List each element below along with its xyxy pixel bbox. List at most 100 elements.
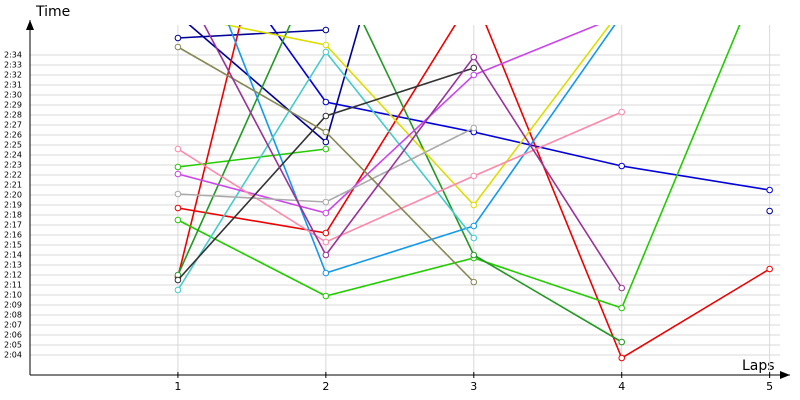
- point: [470, 124, 478, 132]
- y-tick-label: 2:29: [4, 101, 22, 110]
- point: [174, 43, 182, 51]
- point: [322, 251, 330, 259]
- y-tick-label: 2:15: [4, 241, 22, 250]
- point: [322, 41, 330, 49]
- point: [618, 338, 626, 346]
- series-line: [223, 25, 611, 207]
- point: [322, 48, 330, 56]
- point: [470, 201, 478, 209]
- y-tick-label: 2:07: [4, 321, 22, 330]
- y-tick-label: 2:05: [4, 341, 22, 350]
- y-tick-label: 2:09: [4, 301, 22, 310]
- point: [174, 286, 182, 294]
- point: [618, 304, 626, 312]
- point: [322, 128, 330, 136]
- point: [322, 145, 330, 153]
- point: [619, 6, 625, 12]
- point: [470, 172, 478, 180]
- point: [766, 265, 773, 273]
- y-tick-label: 2:08: [4, 311, 22, 320]
- point: [174, 190, 182, 198]
- point: [174, 216, 182, 224]
- y-tick-label: 2:14: [4, 251, 22, 260]
- point: [618, 162, 626, 170]
- point: [322, 229, 330, 237]
- point: [322, 238, 330, 246]
- point: [470, 53, 478, 61]
- y-tick-label: 2:32: [4, 71, 22, 80]
- x-arrow: [780, 371, 790, 379]
- point: [470, 222, 478, 230]
- point: [618, 108, 626, 116]
- y-tick-label: 2:25: [4, 141, 22, 150]
- y-tick-label: 2:21: [4, 181, 22, 190]
- y-tick-label: 2:06: [4, 331, 22, 340]
- y-axis-label: Time: [35, 4, 70, 20]
- series-line: [177, 25, 623, 343]
- point: [470, 251, 478, 259]
- point: [470, 64, 478, 72]
- y-tick-label: 2:11: [4, 281, 22, 290]
- y-tick-label: 2:22: [4, 171, 22, 180]
- grid: [30, 25, 780, 375]
- point: [322, 269, 330, 277]
- plot-area: [174, 6, 773, 362]
- series-line: [177, 111, 623, 243]
- series-line: [177, 148, 326, 168]
- y-tick-label: 2:30: [4, 91, 22, 100]
- y-tick-label: 2:24: [4, 151, 22, 160]
- point: [322, 26, 330, 34]
- point: [322, 209, 330, 217]
- y-arrow: [26, 20, 34, 30]
- point: [174, 34, 182, 42]
- series-line: [227, 25, 616, 274]
- point: [470, 71, 478, 79]
- y-tick-label: 2:19: [4, 201, 22, 210]
- point: [322, 198, 330, 206]
- y-tick-label: 2:28: [4, 111, 22, 120]
- x-tick-label: 1: [174, 380, 181, 393]
- series-line: [177, 25, 241, 278]
- point: [174, 145, 182, 153]
- point: [174, 276, 182, 284]
- point: [174, 163, 182, 171]
- x-tick-label: 2: [322, 380, 329, 393]
- point: [619, 12, 625, 18]
- x-tick-label: 4: [618, 380, 625, 393]
- y-tick-label: 2:33: [4, 61, 22, 70]
- y-tick-label: 2:20: [4, 191, 22, 200]
- point: [175, 12, 181, 18]
- point: [322, 138, 330, 146]
- point: [470, 278, 478, 286]
- y-tick-label: 2:13: [4, 261, 22, 270]
- point: [322, 112, 330, 120]
- point: [174, 170, 182, 178]
- series-line: [203, 25, 623, 289]
- point: [766, 186, 773, 194]
- y-tick-label: 2:17: [4, 221, 22, 230]
- point: [766, 207, 773, 215]
- point: [470, 234, 478, 242]
- y-tick-label: 2:27: [4, 121, 22, 130]
- point: [175, 12, 181, 18]
- x-tick-label: 3: [470, 380, 477, 393]
- y-tick-label: 2:04: [4, 351, 22, 360]
- y-tick-label: 2:26: [4, 131, 22, 140]
- point: [619, 12, 625, 18]
- y-tick-label: 2:10: [4, 291, 22, 300]
- y-tick-label: 2:34: [4, 51, 22, 60]
- point: [322, 292, 330, 300]
- point: [322, 98, 330, 106]
- y-tick-label: 2:31: [4, 81, 22, 90]
- y-tick-label: 2:23: [4, 161, 22, 170]
- y-tick-label: 2:18: [4, 211, 22, 220]
- x-tick-label: 5: [766, 380, 773, 393]
- series-line: [177, 25, 771, 360]
- point: [618, 354, 626, 362]
- point: [618, 284, 626, 292]
- y-tick-label: 2:12: [4, 271, 22, 280]
- series-line: [177, 25, 600, 214]
- series-line: [177, 29, 326, 39]
- point: [174, 204, 182, 212]
